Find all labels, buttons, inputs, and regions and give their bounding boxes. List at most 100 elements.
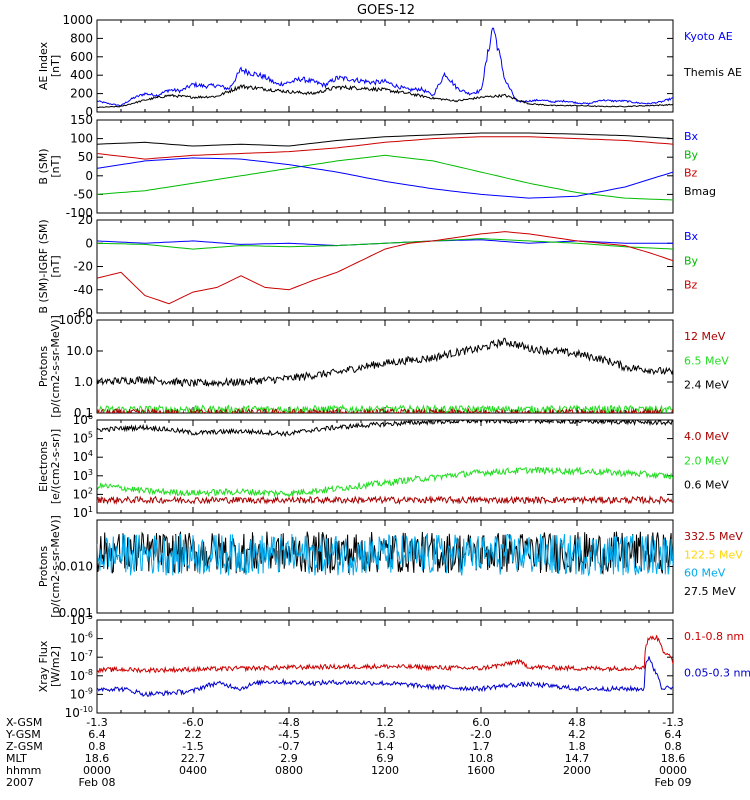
y-tick-label: -60: [73, 306, 93, 320]
legend-entry: 12 MeV: [684, 330, 726, 343]
y-axis-label: Electrons: [37, 441, 50, 492]
y-tick-label: 103: [73, 468, 93, 483]
y-tick-label: 20: [78, 213, 93, 227]
footer-row-label: MLT: [6, 752, 27, 765]
footer-value: 6.9: [376, 752, 394, 765]
legend-entry: 27.5 MeV: [684, 585, 736, 598]
footer-value: -4.8: [278, 716, 299, 729]
panel-5: 101 102 103 104 105 106 Electrons [e/(cm2-s-sr)…: [37, 412, 729, 520]
panel-frame: [96, 319, 674, 414]
footer-value: 18.6: [661, 752, 686, 765]
footer-value: -2.0: [470, 728, 491, 741]
footer-start-date: Feb 08: [79, 776, 116, 789]
legend-entry: Bz: [684, 279, 698, 292]
footer-value: -1.3: [662, 716, 683, 729]
footer-value: 22.7: [181, 752, 206, 765]
series-line: [97, 239, 673, 247]
footer-value: 6.4: [664, 728, 682, 741]
legend-entry: Bz: [684, 167, 698, 180]
footer-value: 6.0: [472, 716, 490, 729]
legend-entry: 4.0 MeV: [684, 430, 729, 443]
footer-end-date: Feb 09: [655, 776, 692, 789]
footer-value: 0000: [659, 764, 687, 777]
y-axis-label: [e/(cm2-s-sr)]: [49, 429, 62, 504]
legend-entry: 122.5 MeV: [684, 548, 743, 561]
chart-title: GOES-12: [357, 3, 415, 18]
footer-value: -1.3: [86, 716, 107, 729]
y-axis-label: [nT]: [49, 155, 62, 177]
y-tick-label: 0.010: [59, 560, 93, 574]
y-tick-label: 0: [85, 169, 93, 183]
series-line: [97, 136, 673, 160]
footer-value: 0.8: [88, 740, 106, 753]
legend-entry: 6.5 MeV: [684, 354, 729, 367]
y-axis-label: B (SM): [37, 148, 50, 184]
series-line: [97, 407, 673, 413]
footer-value: 1.7: [472, 740, 490, 753]
y-tick-label: 0: [85, 105, 93, 119]
footer-year: 2007: [6, 776, 34, 789]
y-tick-label: 1000: [62, 13, 93, 27]
panel-6: 0.001 0.010 Protons [p/(cm2-s-sr-MeV)] 332.5…: [37, 515, 743, 620]
y-axis-label: B (SM)-IGRF (SM): [37, 219, 50, 313]
legend-entry: By: [684, 148, 699, 161]
y-tick-label: 0.1: [74, 406, 93, 420]
footer-value: -6.0: [182, 716, 203, 729]
footer-value: 1.2: [376, 716, 394, 729]
y-tick-label: 101: [73, 505, 93, 520]
y-tick-label: 100.0: [59, 313, 93, 327]
y-tick-label: 0: [85, 236, 93, 250]
y-tick-label: 0.001: [59, 606, 93, 620]
y-tick-label: -40: [73, 283, 93, 297]
y-axis-label: [p/(cm2-s-sr-MeV)]: [49, 515, 62, 618]
footer-value: 14.7: [565, 752, 590, 765]
y-axis-label: AE Index: [37, 41, 50, 90]
panel-frame: [96, 219, 674, 314]
panel-frame: [96, 19, 674, 113]
series-line: [97, 635, 673, 674]
legend-entry: 2.4 MeV: [684, 379, 729, 392]
legend-entry: Themis AE: [683, 66, 742, 79]
footer-value: 4.2: [568, 728, 586, 741]
y-tick-label: 1.0: [74, 375, 93, 389]
series-line: [97, 494, 673, 506]
series-line: [97, 231, 673, 305]
footer-value: 1.8: [568, 740, 586, 753]
footer-value: 18.6: [85, 752, 110, 765]
footer-value: 0400: [179, 764, 207, 777]
panel-frame: [96, 519, 674, 614]
footer-value: 6.4: [88, 728, 106, 741]
y-tick-label: 150: [70, 113, 93, 127]
legend-entry: 0.6 MeV: [684, 479, 729, 492]
series-line: [97, 157, 673, 199]
y-tick-label: 100: [70, 132, 93, 146]
y-axis-label: Protons: [37, 546, 50, 587]
y-axis-label: [nT]: [49, 55, 62, 77]
legend-entry: 0.1-0.8 nm: [684, 630, 744, 643]
legend-entry: Bx: [684, 130, 699, 143]
series-line: [97, 466, 673, 499]
legend-entry: Bx: [684, 230, 699, 243]
y-tick-label: -50: [73, 187, 93, 201]
legend-entry: Kyoto AE: [684, 30, 733, 43]
series-line: [97, 27, 673, 107]
y-tick-label: 106: [73, 412, 93, 427]
series-line: [97, 132, 673, 147]
footer-value: 1600: [467, 764, 495, 777]
footer-value: 2000: [563, 764, 591, 777]
footer-value: 0800: [275, 764, 303, 777]
footer-value: 2.2: [184, 728, 202, 741]
y-tick-label: 104: [73, 449, 93, 464]
footer-value: -0.7: [278, 740, 299, 753]
footer-value: 0.8: [664, 740, 682, 753]
footer-value: 1200: [371, 764, 399, 777]
legend-entry: By: [684, 254, 699, 267]
y-axis-label: Xray Flux: [37, 640, 50, 692]
y-tick-label: -100: [66, 206, 93, 220]
footer-value: -4.5: [278, 728, 299, 741]
footer-value: 10.8: [469, 752, 494, 765]
y-tick-label: 10-9: [70, 686, 93, 701]
y-tick-label: 600: [70, 50, 93, 64]
y-tick-label: 200: [70, 87, 93, 101]
